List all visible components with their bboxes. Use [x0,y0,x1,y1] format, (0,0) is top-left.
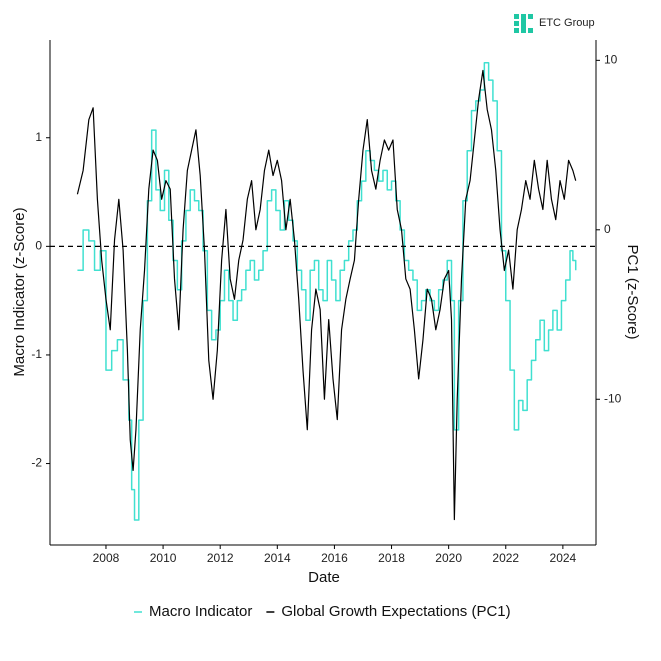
y2-tick-label: -10 [604,391,622,405]
y-tick-label: 1 [35,130,42,144]
logo: ETC Group [514,14,595,33]
x-tick-label: 2010 [150,551,177,565]
x-tick-label: 2018 [378,551,405,565]
legend-label: Global Growth Expectations (PC1) [281,603,510,620]
y-tick-label: -2 [31,456,42,470]
x-tick-label: 2014 [264,551,291,565]
logo-icon [528,28,533,33]
y2-tick-label: 0 [604,222,611,236]
y-axis-title: Macro Indicator (z-Score) [11,207,28,376]
series-line [76,69,577,521]
legend: Macro Indicator Global Growth Expectation… [134,603,511,620]
y-tick-label: -1 [31,347,42,361]
logo-icon [514,28,519,33]
x-tick-label: 2016 [321,551,348,565]
x-tick-label: 2022 [492,551,519,565]
y2-tick-label: 10 [604,53,618,67]
x-tick-label: 2020 [435,551,462,565]
y2-axis-title: PC1 (z-Score) [624,244,641,339]
logo-icon [514,21,519,26]
series-line [77,62,577,521]
legend-label: Macro Indicator [149,603,252,620]
y-tick-label: 0 [35,239,42,253]
x-tick-label: 2008 [93,551,120,565]
logo-icon [528,14,533,19]
logo-text: ETC Group [539,17,595,29]
x-axis-title: Date [308,569,340,586]
x-tick-label: 2012 [207,551,234,565]
x-tick-label: 2024 [550,551,577,565]
logo-icon [514,14,519,19]
logo-icon [521,14,526,33]
